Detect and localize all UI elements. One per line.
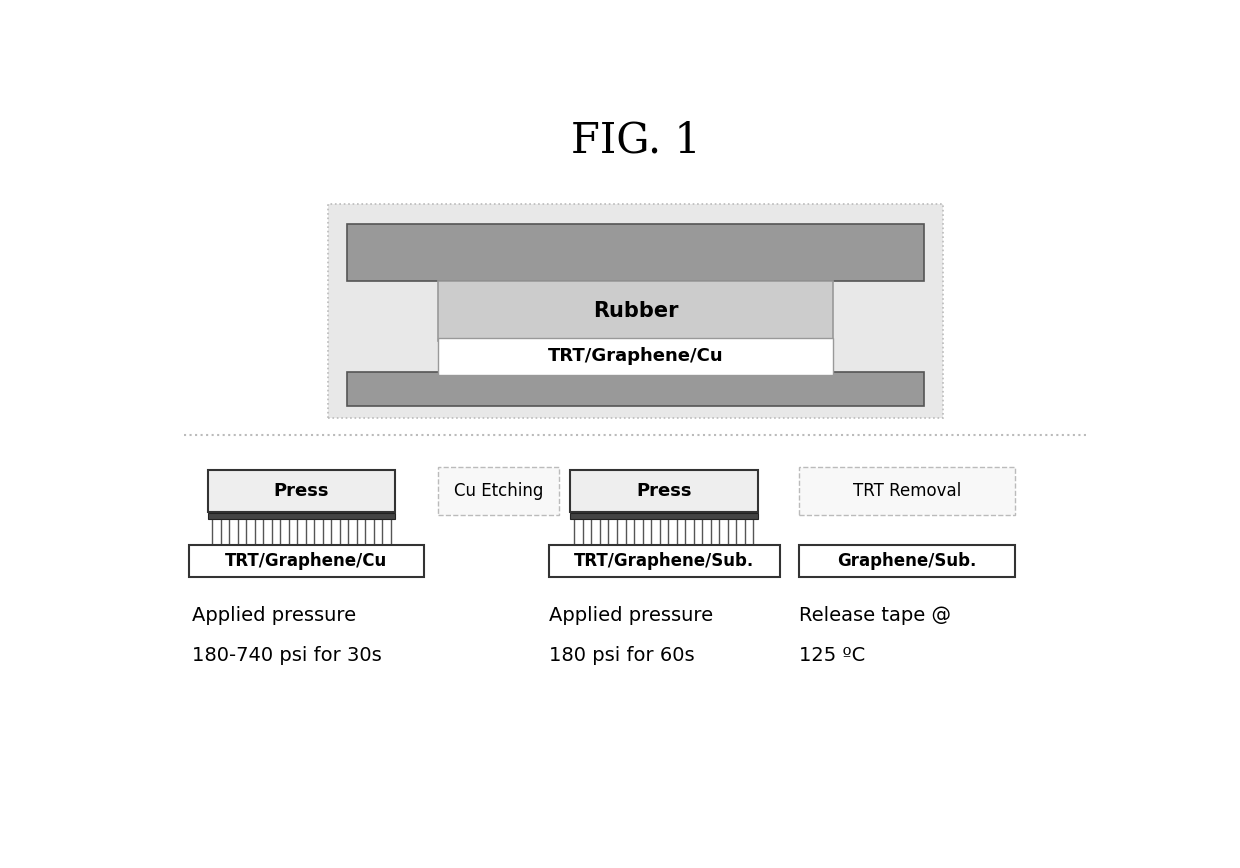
Text: 180-740 psi for 30s: 180-740 psi for 30s [191, 646, 381, 665]
Bar [327, 204, 944, 418]
Text: 180 psi for 60s: 180 psi for 60s [549, 646, 694, 665]
Text: Release tape @: Release tape @ [799, 606, 951, 625]
Text: TRT Removal: TRT Removal [853, 482, 961, 500]
Text: TRT/Graphene/Sub.: TRT/Graphene/Sub. [574, 552, 754, 570]
Bar [347, 372, 924, 406]
Bar [439, 281, 832, 341]
Text: TRT/Graphene/Cu: TRT/Graphene/Cu [548, 347, 723, 365]
Text: Press: Press [274, 482, 330, 500]
Text: Cu Etching: Cu Etching [454, 482, 543, 500]
Bar [208, 512, 396, 519]
Bar [799, 467, 1016, 516]
Bar [570, 512, 758, 519]
Bar [439, 467, 558, 516]
Bar [549, 545, 780, 577]
Text: Applied pressure: Applied pressure [191, 606, 356, 625]
Bar [347, 225, 924, 281]
Bar [439, 339, 832, 375]
Bar [208, 470, 396, 512]
Bar [208, 545, 396, 550]
Bar [570, 470, 758, 512]
Bar [570, 545, 758, 550]
Text: Graphene/Sub.: Graphene/Sub. [837, 552, 977, 570]
Text: FIG. 1: FIG. 1 [570, 120, 701, 162]
Bar [188, 545, 424, 577]
Text: Press: Press [636, 482, 692, 500]
Text: Rubber: Rubber [593, 301, 678, 321]
Bar [799, 545, 1016, 577]
Text: 125 ºC: 125 ºC [799, 646, 866, 665]
Text: TRT/Graphene/Cu: TRT/Graphene/Cu [226, 552, 387, 570]
Text: Applied pressure: Applied pressure [549, 606, 713, 625]
